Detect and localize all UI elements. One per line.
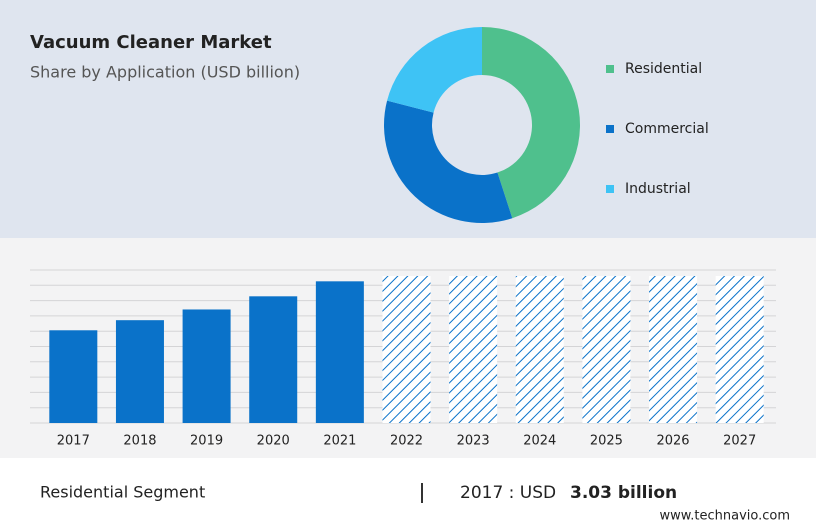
- footer-value: 3.03 billion: [570, 483, 677, 503]
- chart-subtitle: Share by Application (USD billion): [30, 63, 300, 82]
- forecast-placeholder: [649, 276, 698, 423]
- source: www.technavio.com: [660, 509, 790, 524]
- x-tick-label: 2017: [57, 434, 90, 449]
- x-tick-label: 2023: [457, 434, 490, 449]
- footer-prefix: 2017 : USD: [460, 483, 556, 503]
- forecast-placeholder: [582, 276, 631, 423]
- donut-slice: [387, 27, 482, 113]
- x-tick-label: 2018: [123, 434, 156, 449]
- x-tick-label: 2027: [723, 434, 756, 449]
- bar: [49, 330, 98, 423]
- forecast-placeholder: [449, 276, 498, 423]
- legend-label: Residential: [625, 61, 702, 77]
- bar: [315, 281, 364, 423]
- legend-label: Industrial: [625, 181, 691, 197]
- x-tick-label: 2020: [257, 434, 290, 449]
- legend-swatch: [606, 185, 614, 193]
- legend-label: Commercial: [625, 121, 709, 137]
- x-tick-label: 2019: [190, 434, 223, 449]
- bar: [182, 309, 231, 423]
- x-tick-label: 2026: [656, 434, 689, 449]
- x-tick-label: 2021: [323, 434, 356, 449]
- forecast-placeholder: [382, 276, 431, 423]
- bar: [115, 320, 164, 423]
- chart-title: Vacuum Cleaner Market: [30, 32, 272, 53]
- x-tick-label: 2025: [590, 434, 623, 449]
- donut-slice: [482, 27, 580, 219]
- x-tick-label: 2022: [390, 434, 423, 449]
- footer-segment: Residential Segment: [40, 483, 205, 502]
- legend-swatch: [606, 65, 614, 73]
- bar: [249, 296, 298, 423]
- x-tick-label: 2024: [523, 434, 556, 449]
- forecast-placeholder: [515, 276, 564, 423]
- donut-slice: [384, 100, 513, 223]
- legend-swatch: [606, 125, 614, 133]
- forecast-placeholder: [715, 276, 764, 423]
